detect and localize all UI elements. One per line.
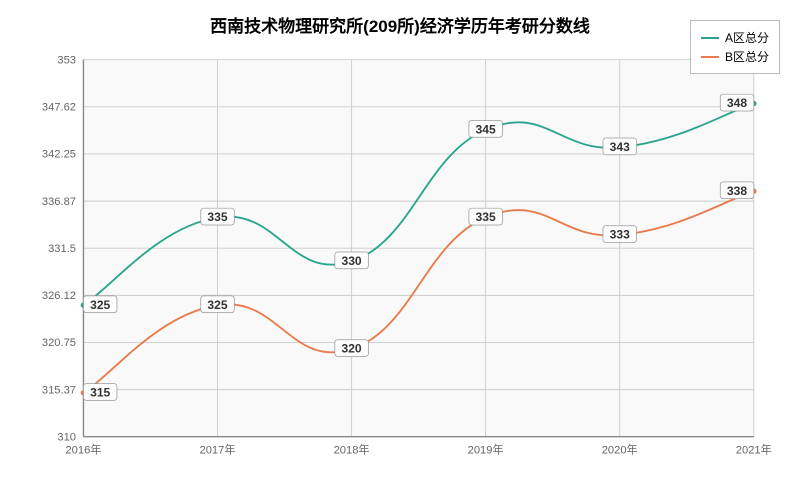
- svg-text:2018年: 2018年: [334, 442, 370, 456]
- legend-item: B区总分: [701, 48, 769, 65]
- svg-text:325: 325: [207, 298, 227, 312]
- svg-text:2017年: 2017年: [200, 442, 236, 456]
- legend-label: B区总分: [725, 48, 769, 65]
- svg-text:320: 320: [341, 342, 361, 356]
- svg-text:347.62: 347.62: [42, 102, 76, 114]
- svg-text:315: 315: [90, 386, 110, 400]
- svg-text:335: 335: [476, 210, 496, 224]
- chart-title: 西南技术物理研究所(209所)经济学历年考研分数线: [210, 12, 590, 37]
- svg-text:330: 330: [341, 254, 361, 268]
- svg-text:353: 353: [57, 55, 76, 66]
- svg-text:342.25: 342.25: [42, 149, 76, 161]
- svg-text:345: 345: [476, 123, 496, 137]
- svg-text:2016年: 2016年: [65, 442, 101, 456]
- legend-label: A区总分: [725, 29, 769, 46]
- svg-text:335: 335: [207, 210, 227, 224]
- svg-text:331.5: 331.5: [48, 243, 76, 255]
- svg-text:2019年: 2019年: [468, 442, 504, 456]
- svg-text:320.75: 320.75: [42, 337, 76, 349]
- svg-text:325: 325: [90, 298, 110, 312]
- legend-item: A区总分: [701, 29, 769, 46]
- svg-text:2021年: 2021年: [736, 442, 772, 456]
- svg-text:2020年: 2020年: [602, 442, 638, 456]
- svg-text:333: 333: [610, 228, 630, 242]
- svg-text:348: 348: [727, 96, 747, 110]
- svg-text:336.87: 336.87: [42, 196, 76, 208]
- legend: A区总分 B区总分: [690, 20, 780, 74]
- plot-svg: 310 315.37 320.75 326.12 331.5 336.87 342.25 34…: [10, 55, 790, 460]
- svg-text:338: 338: [727, 184, 747, 198]
- legend-swatch-a: [701, 37, 719, 39]
- chart-container: 西南技术物理研究所(209所)经济学历年考研分数线 A区总分 B区总分 3103…: [0, 0, 800, 500]
- svg-text:310: 310: [57, 431, 76, 443]
- legend-swatch-b: [701, 56, 719, 58]
- plot-area: 310315.37320.75326.12331.5336.87342.2534…: [60, 55, 780, 460]
- svg-text:343: 343: [610, 140, 630, 154]
- svg-text:315.37: 315.37: [42, 384, 76, 396]
- svg-text:326.12: 326.12: [42, 290, 76, 302]
